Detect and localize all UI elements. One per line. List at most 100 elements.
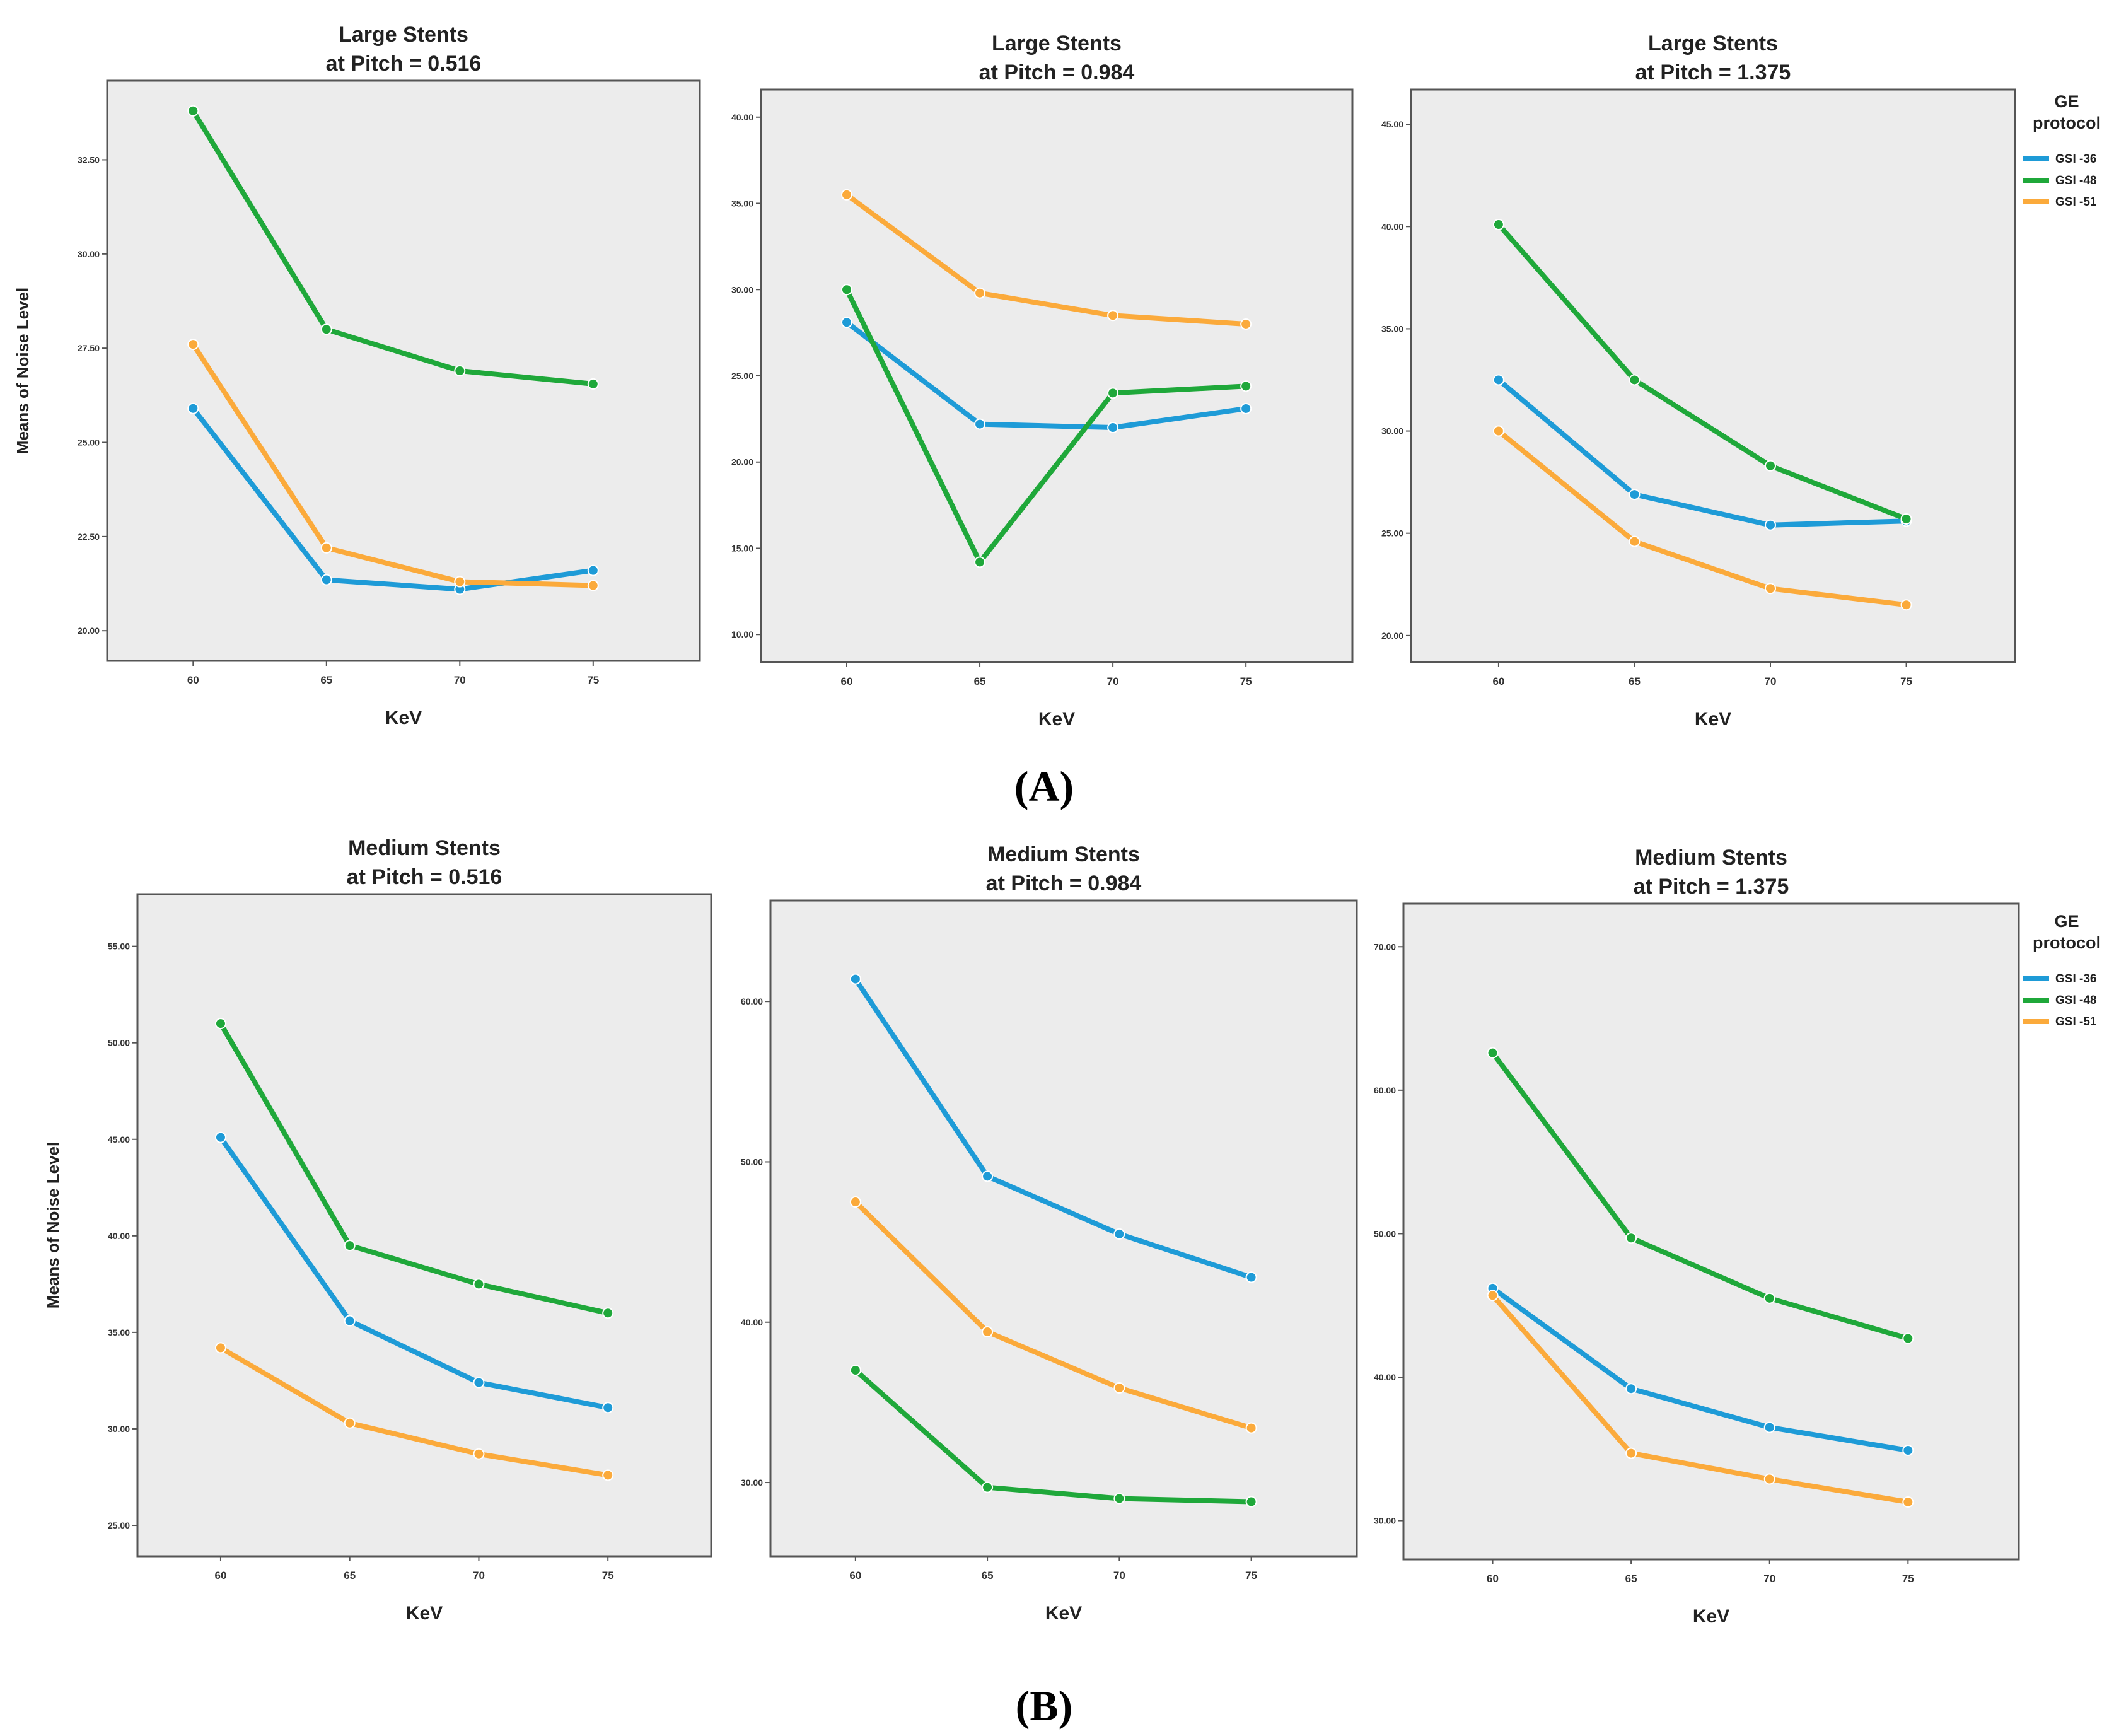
data-point-gsi-36 [320, 574, 332, 586]
y-tick-label: 15.00 [731, 543, 753, 553]
data-point-gsi-51 [982, 1326, 994, 1338]
data-point-gsi-48 [1245, 1496, 1257, 1508]
plot-area [1402, 902, 2020, 1561]
y-tick-label: 32.50 [78, 154, 100, 165]
series-line-gsi-36 [1495, 377, 1909, 528]
series-line-gsi-51 [1495, 428, 1909, 608]
x-tick-label: 65 [974, 675, 986, 687]
data-point-gsi-51 [1107, 310, 1119, 322]
series-line-gsi-48 [1495, 222, 1909, 521]
x-tick-label: 70 [1763, 1573, 1775, 1585]
y-tick-label: 30.00 [78, 249, 100, 259]
y-tick-label: 35.00 [731, 199, 753, 209]
chart-title: Large Stents [1648, 32, 1778, 55]
y-tick-label: 45.00 [1381, 119, 1403, 129]
chart-subtitle: at Pitch = 0.984 [979, 61, 1135, 84]
data-point-gsi-36 [1113, 1228, 1125, 1240]
x-tick-label: 65 [1625, 1573, 1637, 1585]
data-point-gsi-48 [473, 1278, 485, 1290]
chart-title: Medium Stents [1635, 846, 1787, 870]
data-point-gsi-48 [320, 323, 332, 335]
plot-area [760, 88, 1354, 663]
x-tick-label: 75 [1245, 1570, 1257, 1582]
series-line-gsi-48 [190, 108, 596, 387]
series-line-gsi-48 [1490, 1050, 1911, 1341]
x-tick-label: 60 [1487, 1573, 1499, 1585]
legend-item-gsi-51: GSI -51 [2055, 1015, 2097, 1028]
x-tick-label: 70 [1113, 1570, 1125, 1582]
x-tick-label: 60 [1492, 675, 1504, 687]
y-tick-label: 60.00 [741, 996, 763, 1006]
series-line-gsi-51 [190, 342, 596, 588]
legend-item-gsi-48: GSI -48 [2055, 174, 2096, 187]
series-line-gsi-36 [844, 320, 1249, 430]
data-point-gsi-36 [1240, 402, 1252, 414]
data-point-gsi-48 [974, 556, 986, 568]
y-tick-label: 22.50 [78, 532, 100, 542]
x-tick-label: 75 [587, 674, 599, 686]
data-point-gsi-51 [602, 1469, 614, 1481]
data-point-gsi-36 [1763, 1421, 1775, 1433]
data-point-gsi-51 [1902, 1496, 1914, 1508]
data-point-gsi-48 [1900, 513, 1912, 525]
data-point-gsi-36 [1629, 489, 1641, 501]
data-point-gsi-51 [473, 1448, 485, 1460]
data-point-gsi-48 [1240, 380, 1252, 392]
data-point-gsi-48 [849, 1365, 861, 1377]
x-tick-label: 70 [473, 1570, 485, 1582]
legend-item-gsi-36: GSI -36 [2055, 972, 2096, 986]
data-point-gsi-48 [1902, 1332, 1914, 1344]
y-tick-label: 40.00 [731, 112, 753, 122]
series-line-gsi-36 [852, 976, 1254, 1280]
data-point-gsi-48 [214, 1018, 226, 1030]
data-point-gsi-51 [1113, 1382, 1125, 1394]
y-tick-label: 40.00 [1374, 1372, 1396, 1382]
y-tick-label: 25.00 [108, 1520, 130, 1530]
data-point-gsi-51 [974, 287, 986, 299]
x-tick-label: 60 [187, 674, 199, 686]
chart-panel-4: Medium Stents at Pitch = 0.516 25.00 30.00 3… [44, 836, 712, 1624]
x-tick-label: 65 [982, 1570, 994, 1582]
x-tick-label: 65 [1629, 675, 1641, 687]
series-line-gsi-48 [844, 287, 1249, 565]
legend-title: protocol [2033, 933, 2101, 952]
data-point-gsi-36 [602, 1402, 614, 1414]
data-point-gsi-36 [214, 1131, 226, 1143]
data-point-gsi-36 [344, 1315, 356, 1327]
data-point-gsi-51 [1765, 583, 1777, 595]
chart-title: Large Stents [339, 23, 468, 47]
data-point-gsi-36 [841, 317, 853, 329]
data-point-gsi-36 [473, 1377, 485, 1389]
data-point-gsi-51 [1900, 599, 1912, 611]
x-axis-label: KeV [406, 1603, 443, 1624]
data-point-gsi-36 [1625, 1383, 1637, 1395]
y-tick-label: 10.00 [731, 629, 753, 639]
data-point-gsi-36 [1492, 374, 1504, 386]
y-tick-label: 20.00 [731, 457, 753, 467]
data-point-gsi-51 [1629, 535, 1641, 547]
legend-title: GE [2054, 912, 2079, 931]
x-axis-label: KeV [1693, 1606, 1729, 1627]
series-line-gsi-36 [1490, 1285, 1911, 1453]
data-point-gsi-36 [982, 1170, 994, 1182]
y-tick-label: 40.00 [108, 1231, 130, 1241]
chart-panels: Large Stents at Pitch = 0.516 20.00 22.50 25… [13, 23, 2020, 1627]
x-tick-label: 60 [841, 675, 853, 687]
y-tick-label: 30.00 [1381, 426, 1403, 436]
data-point-gsi-48 [841, 284, 853, 296]
x-axis-label: KeV [1038, 709, 1075, 730]
y-tick-label: 30.00 [1374, 1516, 1396, 1526]
chart-subtitle: at Pitch = 0.516 [326, 52, 482, 76]
y-tick-label: 60.00 [1374, 1085, 1396, 1095]
series-line-gsi-51 [218, 1345, 611, 1478]
data-point-gsi-48 [587, 378, 599, 390]
data-point-gsi-48 [344, 1240, 356, 1252]
x-tick-label: 70 [454, 674, 466, 686]
data-point-gsi-36 [1902, 1445, 1914, 1457]
panel-label-b: (B) [1016, 1682, 1073, 1730]
chart-title: Medium Stents [987, 842, 1140, 866]
y-axis-label: Means of Noise Level [44, 1142, 62, 1308]
data-point-gsi-51 [841, 189, 853, 201]
y-tick-label: 30.00 [731, 284, 753, 294]
legend-item-gsi-51: GSI -51 [2055, 195, 2097, 209]
